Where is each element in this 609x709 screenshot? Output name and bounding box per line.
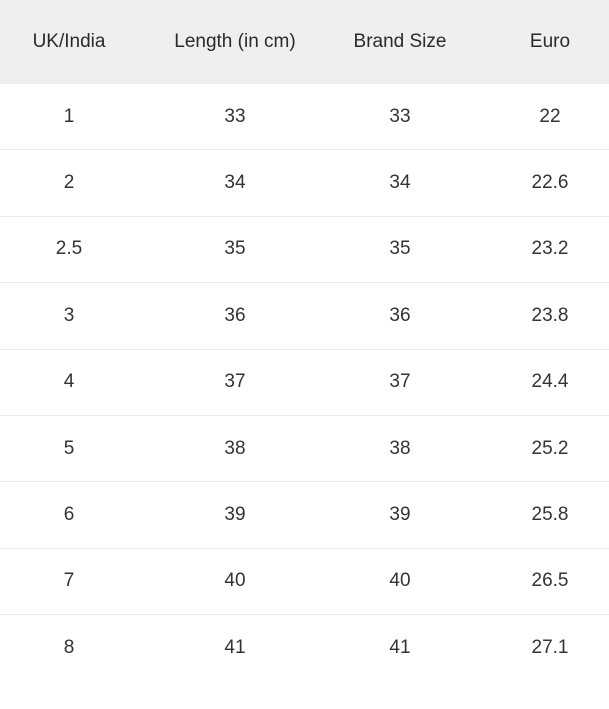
cell-brand-size: 37 bbox=[389, 371, 411, 393]
table-body: 1 33 33 22 2 34 34 22.6 2.5 35 35 23.2 3 36 36 23.8 4 37 3… bbox=[0, 84, 609, 682]
cell-uk-india: 1 bbox=[63, 105, 75, 127]
table-row: 3 36 36 23.8 bbox=[0, 283, 609, 350]
cell-brand-size: 33 bbox=[389, 105, 411, 127]
cell-euro: 22 bbox=[539, 105, 561, 127]
cell-uk-india: 5 bbox=[63, 437, 75, 459]
table-row: 6 39 39 25.8 bbox=[0, 482, 609, 549]
cell-brand-size: 34 bbox=[389, 172, 411, 194]
table-row: 2.5 35 35 23.2 bbox=[0, 217, 609, 284]
cell-uk-india: 2.5 bbox=[55, 238, 83, 260]
header-length: Length (in cm) bbox=[174, 31, 296, 52]
header-euro: Euro bbox=[529, 31, 571, 52]
cell-uk-india: 4 bbox=[63, 371, 75, 393]
cell-uk-india: 7 bbox=[63, 570, 75, 592]
cell-euro: 25.8 bbox=[531, 504, 569, 526]
table-header-row: UK/India Length (in cm) Brand Size Euro bbox=[0, 0, 609, 84]
cell-uk-india: 8 bbox=[63, 637, 75, 659]
cell-euro: 25.2 bbox=[531, 437, 569, 459]
cell-uk-india: 6 bbox=[63, 504, 75, 526]
cell-length: 40 bbox=[224, 570, 246, 592]
table-row: 2 34 34 22.6 bbox=[0, 150, 609, 217]
cell-euro: 23.2 bbox=[531, 238, 569, 260]
cell-length: 34 bbox=[224, 172, 246, 194]
cell-brand-size: 35 bbox=[389, 238, 411, 260]
cell-brand-size: 40 bbox=[389, 570, 411, 592]
cell-brand-size: 41 bbox=[389, 637, 411, 659]
size-chart-table: UK/India Length (in cm) Brand Size Euro … bbox=[0, 0, 609, 682]
cell-brand-size: 39 bbox=[389, 504, 411, 526]
header-brand-size: Brand Size bbox=[353, 31, 447, 52]
cell-length: 38 bbox=[224, 437, 246, 459]
cell-euro: 24.4 bbox=[531, 371, 569, 393]
table-row: 4 37 37 24.4 bbox=[0, 350, 609, 416]
cell-euro: 26.5 bbox=[531, 570, 569, 592]
cell-euro: 22.6 bbox=[531, 172, 569, 194]
table-row: 1 33 33 22 bbox=[0, 84, 609, 151]
cell-length: 39 bbox=[224, 504, 246, 526]
cell-length: 33 bbox=[224, 105, 246, 127]
cell-length: 41 bbox=[224, 637, 246, 659]
cell-length: 35 bbox=[224, 238, 246, 260]
cell-length: 36 bbox=[224, 304, 246, 326]
cell-brand-size: 38 bbox=[389, 437, 411, 459]
header-uk-india: UK/India bbox=[32, 31, 106, 52]
cell-euro: 23.8 bbox=[531, 304, 569, 326]
cell-uk-india: 3 bbox=[63, 304, 75, 326]
cell-euro: 27.1 bbox=[531, 637, 569, 659]
table-row: 5 38 38 25.2 bbox=[0, 416, 609, 483]
table-row: 7 40 40 26.5 bbox=[0, 549, 609, 616]
cell-brand-size: 36 bbox=[389, 304, 411, 326]
cell-uk-india: 2 bbox=[63, 172, 75, 194]
cell-length: 37 bbox=[224, 371, 246, 393]
table-row: 8 41 41 27.1 bbox=[0, 615, 609, 681]
